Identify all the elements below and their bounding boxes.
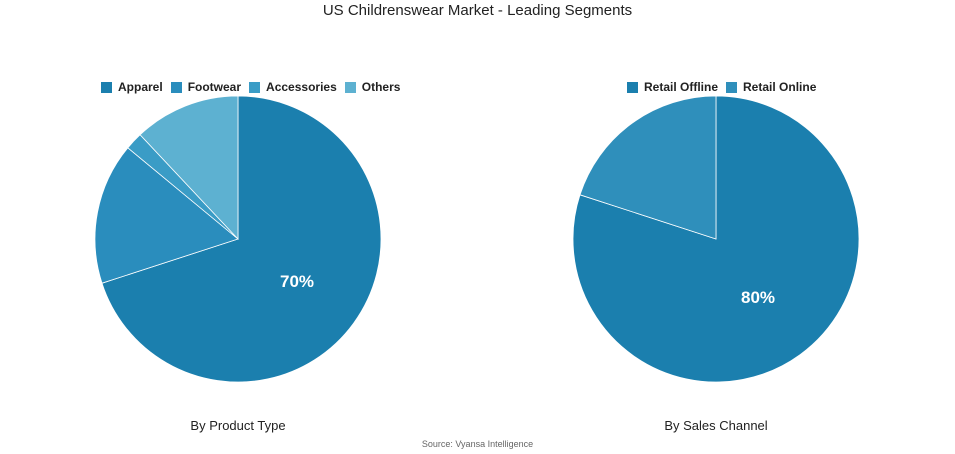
legend-sales-channel: Retail Offline Retail Online <box>627 80 816 94</box>
pie-slice-retail-online[interactable] <box>579 95 717 240</box>
chart-title: US Childrenswear Market - Leading Segmen… <box>322 2 633 19</box>
legend-item[interactable]: Retail Offline <box>627 80 718 94</box>
legend-label: Footwear <box>187 80 242 94</box>
source-note: Source: Vyansa Intelligence <box>421 439 534 449</box>
pie-slice-footwear[interactable] <box>94 147 239 284</box>
legend-item[interactable]: Apparel <box>101 80 163 94</box>
legend-label: Retail Online <box>743 80 817 94</box>
data-label: 80% <box>741 288 775 307</box>
legend-swatch <box>726 81 738 93</box>
legend-label: Apparel <box>118 80 163 94</box>
legend-label: Accessories <box>266 80 337 94</box>
legend-swatch <box>627 81 638 93</box>
legend-swatch <box>344 81 356 93</box>
legend-swatch <box>101 81 112 93</box>
legend-swatch <box>170 81 182 93</box>
legend-label: Others <box>361 80 401 94</box>
legend-item[interactable]: Others <box>344 80 401 94</box>
legend-label: Retail Offline <box>644 80 719 94</box>
pie-slice-others[interactable] <box>139 95 239 241</box>
data-label: 70% <box>280 272 314 291</box>
subtitle-sales-channel: By Sales Channel <box>664 418 768 433</box>
legend-product-type: Apparel Footwear Accessories Others <box>101 80 400 94</box>
legend-item[interactable]: Retail Online <box>726 80 816 94</box>
legend-item[interactable]: Accessories <box>249 80 337 94</box>
legend-item[interactable]: Footwear <box>170 80 242 94</box>
pie-slice-apparel[interactable] <box>101 95 382 383</box>
legend-swatch <box>249 81 261 93</box>
subtitle-product-type: By Product Type <box>190 418 286 433</box>
